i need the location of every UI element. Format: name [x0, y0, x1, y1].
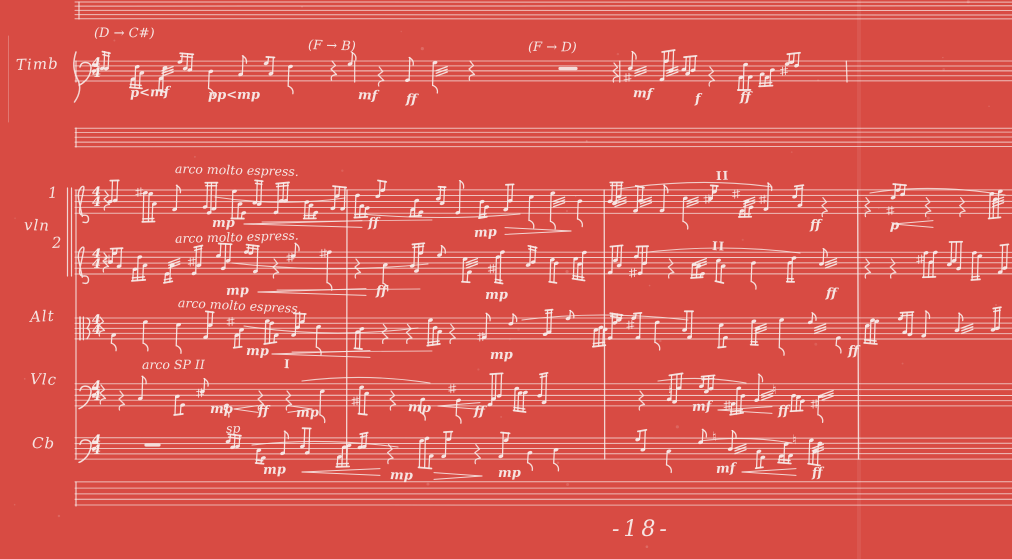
page-number: -18- — [612, 517, 671, 542]
